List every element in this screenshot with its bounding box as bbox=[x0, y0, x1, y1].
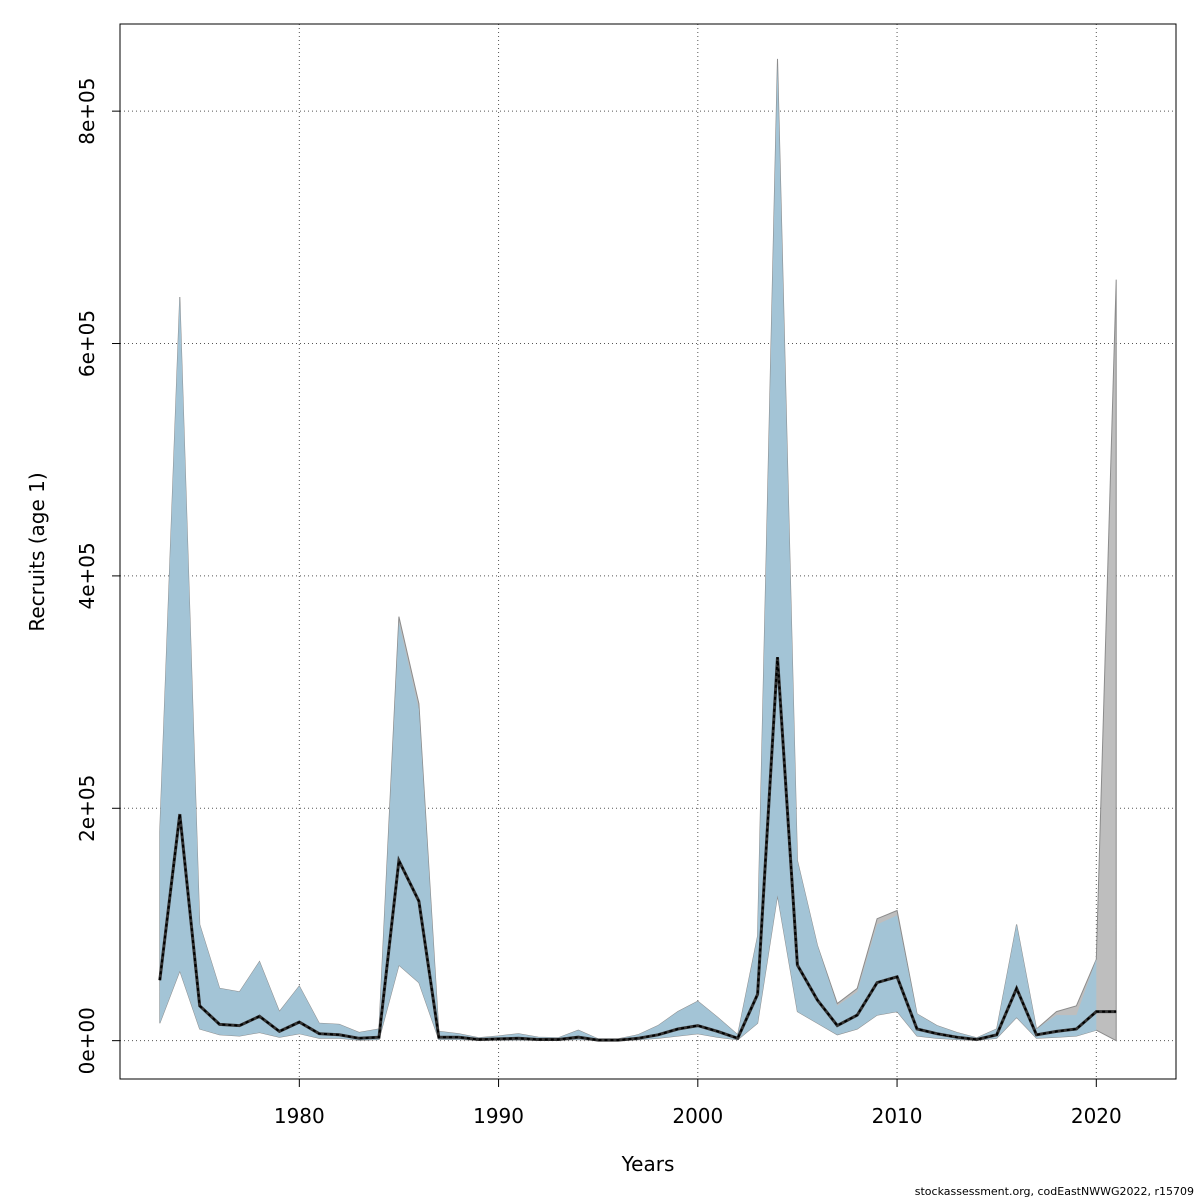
grid-lines bbox=[120, 24, 1176, 1079]
line-series-2 bbox=[158, 657, 1117, 1042]
x-axis: 1980 1990 2000 2010 2020 bbox=[274, 1079, 1122, 1128]
x-axis-title: Years bbox=[621, 1152, 675, 1176]
y-tick-label-1: 2e+05 bbox=[75, 775, 99, 842]
line-series-1 bbox=[158, 657, 1117, 1042]
y-tick-label-2: 4e+05 bbox=[75, 542, 99, 609]
y-axis-title: Recruits (age 1) bbox=[25, 472, 49, 631]
x-tick-label-0: 1980 bbox=[274, 1104, 325, 1128]
x-tick-label-1: 1990 bbox=[473, 1104, 524, 1128]
footer-credit: stockassessment.org, codEastNWWG2022, r1… bbox=[914, 1185, 1194, 1198]
x-tick-label-3: 2010 bbox=[872, 1104, 923, 1128]
y-tick-label-3: 6e+05 bbox=[75, 310, 99, 377]
x-tick-label-2: 2000 bbox=[672, 1104, 723, 1128]
y-axis: 0e+00 2e+05 4e+05 6e+05 8e+05 bbox=[75, 77, 120, 1074]
plot-frame bbox=[119, 23, 1177, 1080]
band-series-2 bbox=[159, 58, 1117, 1042]
estimate-lines bbox=[158, 657, 1117, 1042]
band-series-1 bbox=[159, 64, 1097, 1041]
x-tick-label-4: 2020 bbox=[1071, 1104, 1122, 1128]
y-tick-label-0: 0e+00 bbox=[75, 1007, 99, 1074]
y-tick-label-4: 8e+05 bbox=[75, 77, 99, 144]
confidence-bands bbox=[159, 58, 1117, 1042]
